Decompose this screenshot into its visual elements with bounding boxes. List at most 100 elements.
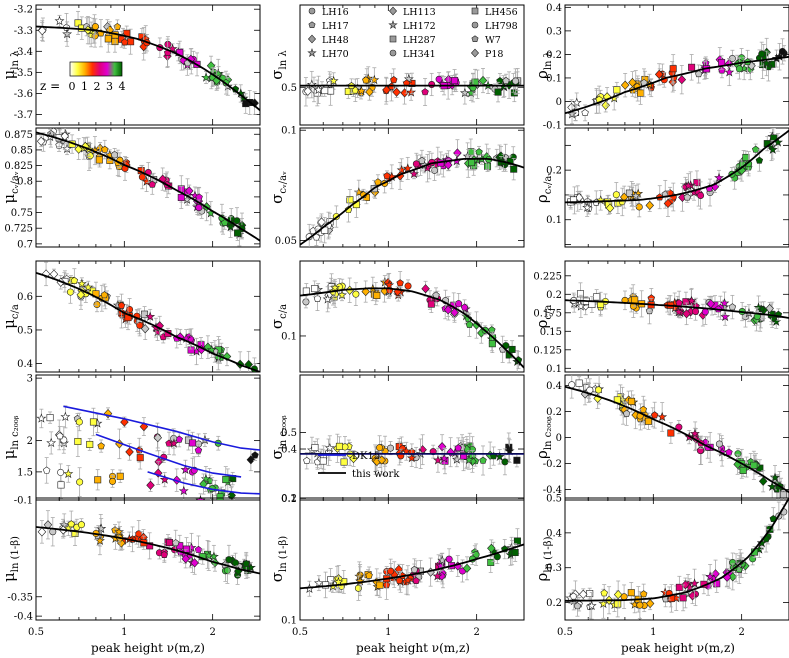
data-point — [630, 190, 641, 201]
data-point — [382, 85, 391, 95]
data-point — [340, 458, 348, 466]
panel-15: 0.5 1 2 0.5 0.4 0.3 0.2 ρln (1-β) — [533, 494, 789, 638]
panel-9: 0.225 0.2 0.175 0.15 0.125 0.1 ρc/a — [533, 260, 789, 375]
colorbar-label: z = — [40, 79, 60, 93]
data-point — [346, 196, 354, 204]
panel-10: 3 2 1.5 μln c₂₀₀ᵦ — [0, 374, 261, 501]
data-point — [679, 594, 687, 602]
data-point — [692, 307, 700, 315]
y-axis-label: ρln c₂₀₀ᵦ — [533, 416, 554, 459]
points-group — [302, 271, 523, 372]
data-point — [613, 86, 621, 94]
legend-label-lh16: LH16 — [322, 7, 349, 18]
data-point — [432, 455, 443, 465]
data-point — [750, 461, 758, 469]
y-tick-label: 0.225 — [533, 271, 562, 282]
data-point — [111, 151, 119, 159]
data-point — [484, 162, 492, 170]
data-point — [242, 100, 250, 108]
colorbar-tick: 3 — [106, 80, 113, 93]
y-tick-label: 0.05 — [275, 236, 297, 247]
data-point — [410, 565, 419, 573]
data-point — [645, 200, 655, 210]
legend-label-lh70: LH70 — [322, 49, 349, 60]
star5-icon — [471, 7, 479, 15]
y-tick-label: 0.3 — [546, 26, 562, 37]
data-point — [742, 153, 750, 161]
data-point — [402, 163, 413, 173]
y-axis-label: σln λ — [268, 50, 289, 80]
panel-13: 0.5 1 2 -0.1 -0.35 -0.4 μln (1-β) — [0, 495, 261, 638]
data-point — [213, 68, 224, 78]
y-tick-label: 1.5 — [17, 467, 33, 478]
data-point — [180, 464, 191, 474]
data-point — [54, 15, 65, 26]
legend-label-lh456: LH456 — [485, 7, 518, 18]
legend-label-lh172: LH172 — [403, 21, 436, 32]
data-point — [728, 303, 737, 311]
data-point — [177, 193, 185, 201]
data-point — [739, 466, 747, 474]
hourglass-icon — [308, 7, 316, 15]
data-point — [627, 589, 635, 597]
points-group — [569, 282, 783, 332]
data-point — [195, 495, 206, 500]
data-point — [453, 148, 462, 158]
x-tick-label: 2 — [209, 627, 215, 638]
data-point — [138, 173, 146, 181]
panel-frame — [299, 127, 525, 248]
y-tick-label: 0.1 — [281, 331, 297, 342]
hexagon-icon — [307, 34, 317, 44]
data-point — [669, 65, 677, 73]
y-tick-label: 0.4 — [546, 3, 562, 14]
y-axis-label: μln λ — [0, 50, 21, 80]
data-point — [365, 571, 373, 579]
y-tick-label: 0.1 — [546, 364, 562, 375]
data-point — [628, 397, 636, 405]
panel-8: 0.1 σc/a — [268, 260, 525, 373]
data-point — [195, 204, 203, 212]
fit-line — [565, 55, 789, 115]
data-point — [303, 456, 311, 464]
data-point — [76, 478, 84, 486]
points-group — [565, 501, 788, 620]
data-point — [97, 442, 105, 450]
data-point — [109, 477, 117, 485]
y-tick-label: 0.2 — [546, 166, 562, 177]
fit-line — [300, 543, 524, 590]
data-point — [232, 559, 240, 567]
points-group — [304, 528, 521, 601]
y-tick-label: -0.2 — [543, 459, 562, 470]
data-point — [93, 301, 101, 309]
data-point — [178, 485, 189, 496]
y-tick-label: 0.2 — [546, 407, 562, 418]
data-point — [575, 379, 583, 387]
data-point — [581, 108, 589, 117]
data-point — [77, 521, 85, 529]
data-point — [675, 583, 683, 591]
legend-label-lh17: LH17 — [322, 21, 349, 32]
y-axis-label: ρc/a — [533, 305, 554, 329]
data-point — [418, 156, 426, 164]
pentagon-icon — [470, 48, 480, 58]
data-point — [761, 58, 772, 68]
data-point — [225, 221, 236, 232]
data-point — [396, 164, 407, 175]
data-point — [36, 413, 47, 423]
x-tick-label: 0.5 — [28, 627, 44, 638]
panel-frame — [564, 127, 789, 248]
fit-line — [300, 158, 524, 246]
data-point — [478, 75, 488, 86]
data-point — [409, 168, 419, 179]
y-tick-label: -0.1 — [14, 495, 33, 506]
data-point — [460, 452, 468, 460]
data-point — [313, 294, 322, 302]
data-point — [705, 571, 716, 581]
data-point — [395, 576, 404, 584]
data-point — [575, 301, 586, 311]
marker-legend: LH16 LH113 LH456 LH17 LH172 LH798 LH48 LH287 W7 L… — [307, 6, 518, 60]
data-point — [120, 417, 129, 427]
data-point — [89, 418, 97, 426]
data-point — [504, 445, 515, 456]
data-point — [686, 295, 697, 306]
